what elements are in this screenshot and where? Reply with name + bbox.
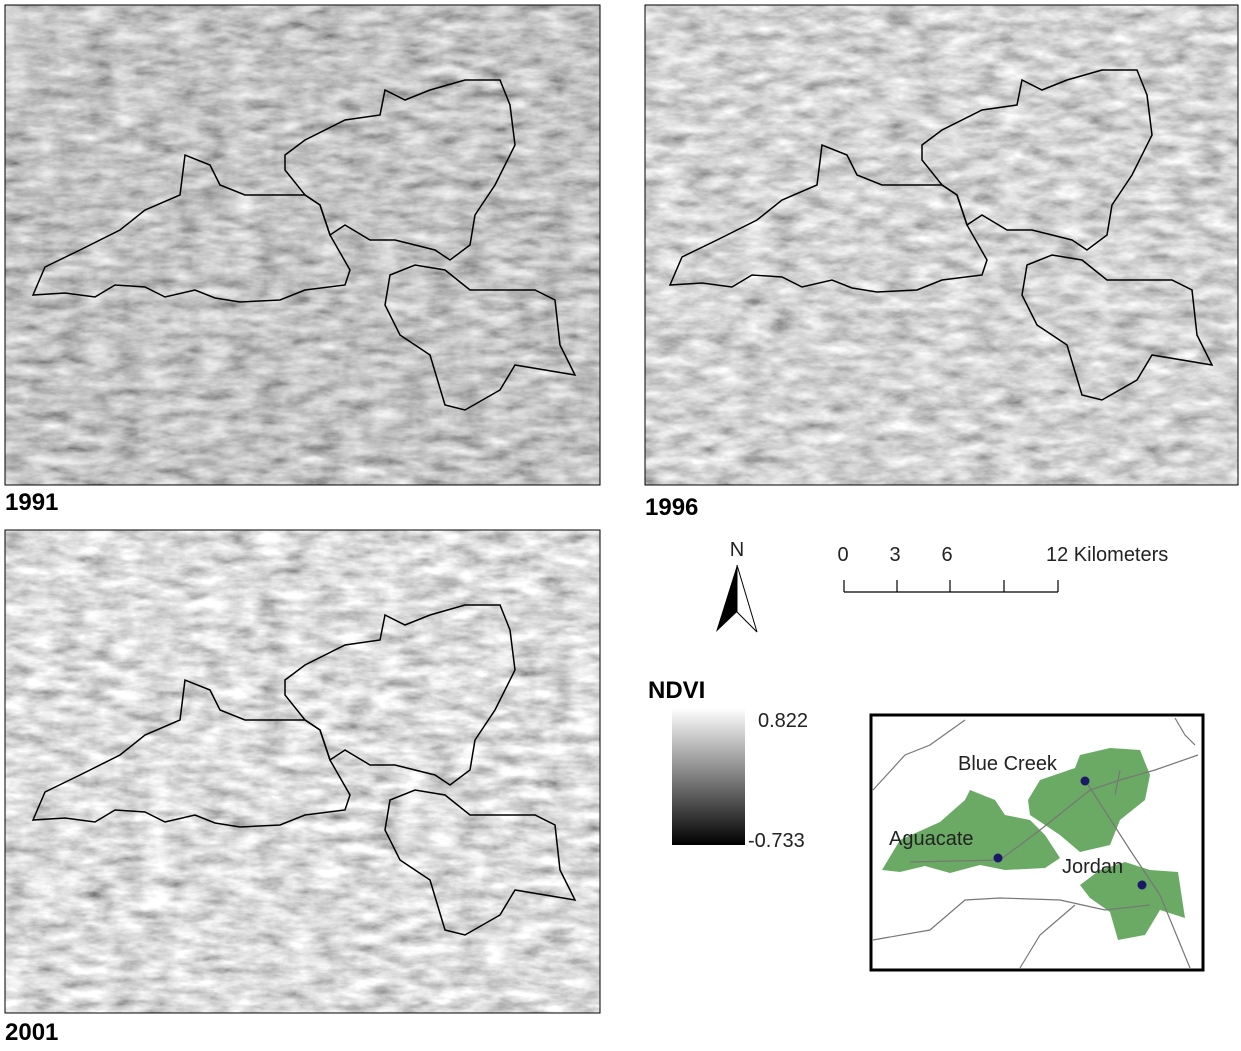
- scale-label: 6: [941, 544, 952, 566]
- place-label: Jordan: [1062, 856, 1123, 878]
- legend-min: -0.733: [748, 830, 805, 852]
- figure: 1991 1996 2001 N 0 3 6 12 Kilometers NDV…: [0, 0, 1241, 1051]
- north-label: N: [730, 539, 744, 561]
- legend-title: NDVI: [648, 677, 705, 704]
- panel-label: 2001: [5, 1019, 58, 1046]
- place-label: Aguacate: [889, 828, 974, 850]
- scale-label: 0: [837, 544, 848, 566]
- panel-label: 1991: [5, 489, 58, 516]
- scale-label: 3: [889, 544, 900, 566]
- map-panel: [5, 5, 600, 485]
- map-panel: [5, 530, 600, 1013]
- north-arrow: N: [716, 539, 757, 632]
- scale-label: 12 Kilometers: [1046, 544, 1168, 566]
- panel-label: 1996: [645, 494, 698, 521]
- legend-max: 0.822: [758, 710, 808, 732]
- map-panel: [645, 5, 1238, 485]
- place-label: Blue Creek: [958, 753, 1058, 775]
- scale-bar: [844, 580, 1058, 592]
- color-ramp: [672, 708, 745, 845]
